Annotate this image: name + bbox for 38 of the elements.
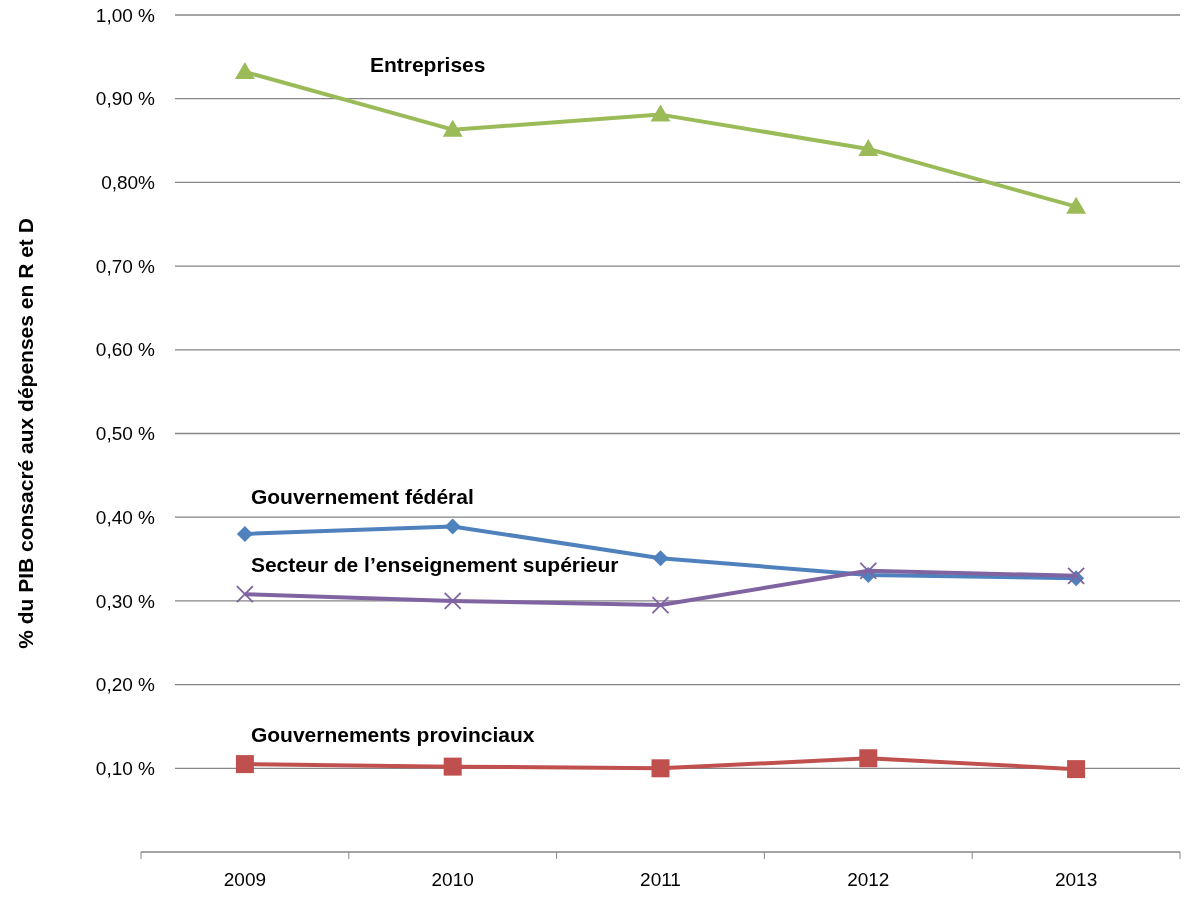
y-tick-label: 0,90 % [95,88,156,110]
y-axis-title: % du PIB consacré aux dépenses en R et D [14,218,37,649]
x-tick-label: 2010 [431,869,474,890]
point [859,749,878,768]
series-label: Entreprises [369,52,486,76]
point [236,585,254,604]
series-label: Gouvernements provinciaux [250,723,535,747]
point [443,757,462,776]
point [650,104,671,122]
point [235,755,254,774]
x-tick-label: 2013 [1054,869,1098,890]
x-tick-label: 2009 [223,869,267,890]
series-label: Gouvernement fédéral [250,485,474,509]
point [1066,196,1087,214]
y-tick-label: 0,40 % [95,506,156,528]
point [442,119,463,137]
y-tick-label: 1,00 % [95,4,156,26]
y-tick-label: 0,30 % [95,590,156,612]
y-tick-label: 0,60 % [95,339,156,361]
x-tick-label: 2011 [640,869,681,890]
point [651,759,670,778]
point [858,138,879,156]
point [444,518,461,535]
series-label: Secteur de l’enseignement supérieur [250,553,619,577]
point [1067,566,1085,585]
y-tick-label: 0,20 % [95,674,156,696]
point [651,596,670,614]
point [1067,760,1086,779]
point [236,525,253,542]
x-tick-label: 2012 [847,869,890,890]
point [859,561,878,580]
y-tick-label: 0,10 % [95,757,156,779]
y-tick-label: 0,70 % [95,255,156,277]
point [652,550,669,567]
y-tick-label: 0,50 % [95,423,156,445]
point [234,61,255,79]
point [443,592,462,610]
y-tick-label: 0,80% [101,172,156,194]
